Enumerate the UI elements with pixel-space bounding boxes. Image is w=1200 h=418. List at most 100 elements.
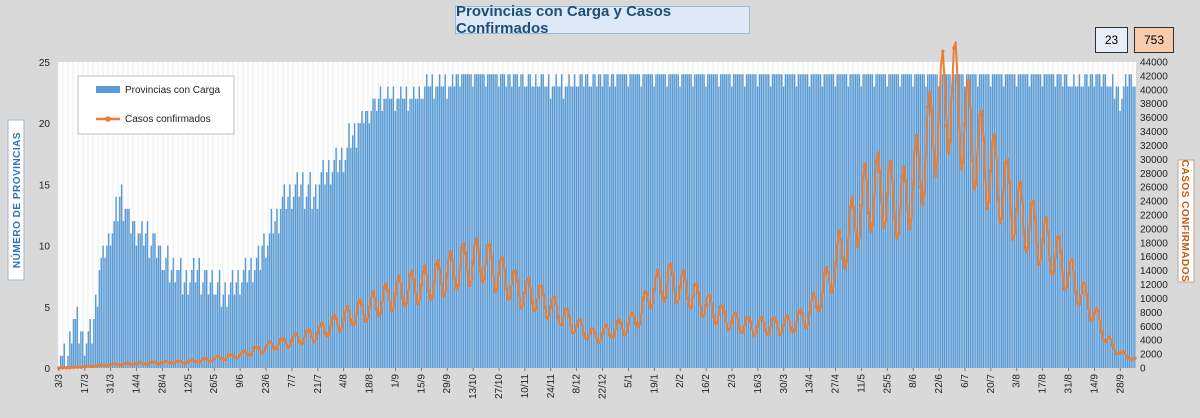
x-tick-label: 18/8 <box>365 374 376 394</box>
x-tick-label: 13/10 <box>468 374 479 399</box>
bar <box>744 86 746 368</box>
line-point <box>393 291 398 296</box>
bar <box>263 233 265 368</box>
bar <box>658 74 661 369</box>
bar <box>623 74 626 369</box>
line-point <box>804 326 808 330</box>
bar <box>941 74 944 369</box>
line-point <box>72 365 76 369</box>
bar <box>888 74 890 369</box>
line-point <box>1066 271 1071 276</box>
bar <box>736 74 739 369</box>
bar <box>949 74 951 369</box>
x-tick-label: 25/5 <box>882 374 893 394</box>
bar <box>952 74 955 369</box>
line-point <box>90 364 94 369</box>
bar <box>670 74 672 369</box>
bar <box>584 74 587 369</box>
bar <box>198 257 201 368</box>
right-tick-label: 16000 <box>1140 252 1168 263</box>
bar <box>627 86 629 368</box>
line-point <box>305 329 309 333</box>
line-point <box>852 206 856 210</box>
bar <box>1082 86 1084 368</box>
bar <box>729 74 731 369</box>
bar <box>647 74 650 369</box>
bar <box>705 86 707 368</box>
bar <box>1049 74 1051 369</box>
line-point <box>767 331 771 336</box>
bar <box>457 74 459 369</box>
line-point <box>1007 180 1011 184</box>
bar <box>266 245 269 368</box>
line-point <box>741 330 745 334</box>
bar <box>244 257 247 368</box>
bar <box>1087 86 1090 368</box>
line-point <box>212 357 216 361</box>
bar <box>616 74 618 369</box>
bar <box>631 74 633 369</box>
series-line <box>58 41 1136 369</box>
bar <box>633 74 635 369</box>
bar <box>350 147 352 368</box>
line-point <box>415 301 420 306</box>
bar <box>523 86 526 368</box>
x-tick-label: 28/9 <box>1115 374 1126 394</box>
bar <box>991 74 994 369</box>
line-point <box>545 316 549 320</box>
bar <box>1119 110 1121 369</box>
chart-title-text: Provincias con Carga y Casos Confirmados <box>456 3 672 37</box>
bar <box>964 86 966 368</box>
bar <box>581 74 583 369</box>
bar <box>416 98 419 368</box>
bar <box>213 294 215 368</box>
bar <box>1036 74 1038 369</box>
bar <box>276 208 278 368</box>
x-tick-label: 14/4 <box>132 374 143 394</box>
bar <box>455 74 458 369</box>
bar <box>560 74 563 369</box>
line-point <box>112 362 117 366</box>
line-point <box>967 79 971 83</box>
x-tick-label: 6/7 <box>960 374 971 388</box>
bar <box>459 86 461 368</box>
line-point <box>330 315 335 320</box>
bar <box>154 233 156 368</box>
bar <box>928 74 931 369</box>
bar <box>978 74 981 369</box>
bar <box>281 196 284 368</box>
line-point <box>715 321 719 325</box>
line-point <box>859 203 864 207</box>
line-point <box>844 259 849 263</box>
bar <box>707 74 709 369</box>
bar <box>997 74 999 369</box>
bar <box>642 74 644 369</box>
bar <box>1132 86 1134 368</box>
bar <box>967 74 970 369</box>
bar <box>1004 74 1007 369</box>
bar <box>315 184 317 368</box>
bar <box>988 74 990 369</box>
bar <box>501 74 504 369</box>
bar <box>385 98 387 368</box>
line-point <box>134 362 139 366</box>
line-point <box>79 365 83 369</box>
left-axis-label: NÚMERO DE PROVINCIAS <box>10 132 23 268</box>
line-point <box>974 182 978 186</box>
line-point <box>456 283 460 287</box>
bar <box>294 184 297 368</box>
x-tick-label: 21/7 <box>313 374 324 394</box>
line-point <box>412 277 416 281</box>
line-point <box>837 229 841 233</box>
bar <box>544 86 546 368</box>
bar <box>342 172 345 368</box>
x-tick-label: 16/2 <box>701 374 712 394</box>
bar <box>283 184 286 368</box>
x-tick-label: 23/6 <box>261 374 272 394</box>
bar <box>200 294 202 368</box>
line-point <box>874 159 878 163</box>
line-point <box>911 182 915 186</box>
bar <box>721 74 724 369</box>
line-point <box>926 105 930 109</box>
bar <box>980 74 983 369</box>
